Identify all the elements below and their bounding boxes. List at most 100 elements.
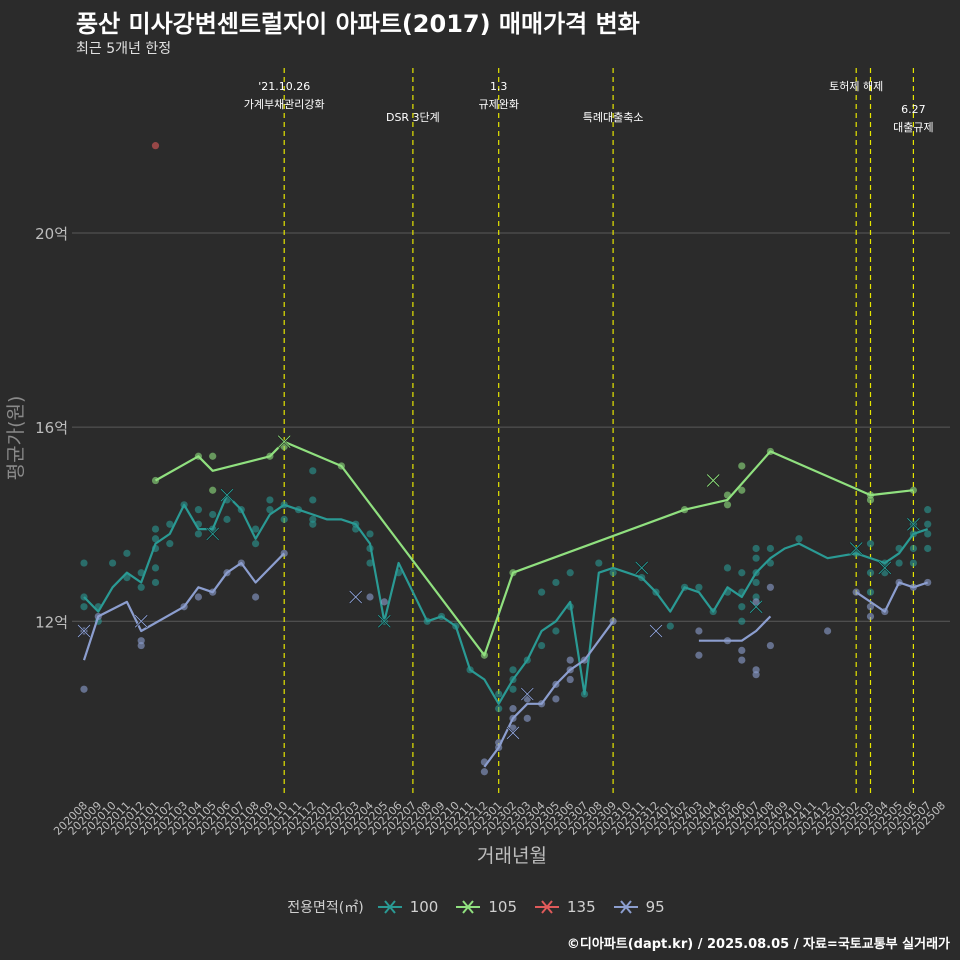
event-label: 토허제 해제 [829,79,883,93]
legend-item-135[interactable]: 135 [533,898,596,916]
legend-label-100: 100 [409,898,439,916]
series-95-point [738,646,746,655]
series-95-cross [506,726,520,740]
series-100-point [252,540,260,548]
series-95-cross [349,590,363,604]
series-100-point [752,578,760,587]
series-95-point [366,593,374,601]
series-95-point [866,612,875,621]
series-100-point [309,467,317,475]
series-100-point [924,520,932,528]
series-105-point [209,452,217,460]
series-100-point [137,583,145,591]
series-95-point [194,593,202,601]
series-95-point [566,675,574,684]
series-100-point [509,685,517,693]
series-100-cross [878,561,892,575]
series-100-point [366,559,374,567]
series-100-line [83,494,929,705]
chart-title: 풍산 미사강변센트럴자이 아파트(2017) 매매가격 변화 [76,10,640,38]
legend-item-105[interactable]: 105 [454,898,517,916]
series-100-cross [635,561,649,575]
series-105-line [154,440,914,657]
series-95-cross [649,624,663,638]
series-100-point [766,544,775,553]
legend-swatch-100-icon [377,900,402,914]
event-label: '21.10.26 [258,80,310,93]
series-95-point [523,714,531,722]
series-100-point [795,535,803,543]
series-100-point [266,496,274,504]
series-100-point [194,506,202,514]
legend-item-95[interactable]: 95 [612,898,665,916]
series-100-point [552,578,560,587]
series-100-point [595,559,603,567]
series-100-point [695,583,703,591]
series-layer [77,142,932,776]
series-100-point [752,544,760,553]
series-95-cross [520,687,534,701]
legend-label-95: 95 [645,898,665,916]
series-100-point [895,559,903,567]
series-105-cross [706,474,720,487]
y-axis-label: 평균가(원) [5,396,27,481]
series-100-point [738,603,746,611]
series-95-point [552,695,560,703]
series-100-point [738,569,746,577]
event-label: 1.3 [490,80,508,93]
series-95-cross [77,624,91,638]
series-95-line [82,552,285,661]
legend-item-100[interactable]: 100 [376,898,439,916]
series-105-point [209,486,217,494]
series-100-point [495,690,503,698]
series-95-line [855,581,929,613]
event-label: 대출규제 [893,121,933,134]
series-100-cross [749,600,763,614]
series-100-point [666,622,674,630]
series-100-point [909,559,918,567]
series-100-point [538,588,546,596]
series-100-point [166,540,174,548]
series-100-cross [849,542,863,555]
series-100-point [209,510,217,519]
legend-label-135: 135 [567,898,596,916]
series-95-point [824,627,832,635]
series-135-point [151,142,160,150]
series-95-point [566,656,574,664]
grid-lines [72,232,950,622]
series-95-point [766,641,775,650]
series-100-point [538,641,546,650]
event-label: 6.27 [901,103,926,116]
series-100-cross [206,527,220,541]
series-100-cross [907,517,920,531]
series-95-line [698,615,772,642]
series-100-point [80,559,88,567]
legend: 전용면적(㎡) 100 105 135 95 [0,894,960,920]
series-100-point [309,520,317,528]
chart-subtitle: 최근 5개년 한정 [76,41,172,57]
legend-swatch-95-icon [613,900,638,914]
series-100-point [752,554,760,562]
series-95-point [738,656,746,664]
series-95-point [509,705,517,713]
series-100-point [151,578,160,587]
series-100-point [309,496,317,504]
event-label: 가계부채관리강화 [244,98,325,111]
series-100-point [194,530,202,538]
event-label: 규제완화 [478,98,518,111]
legend-swatch-105-icon [456,900,481,914]
series-100-point [223,515,231,523]
series-95-point [752,598,760,606]
series-95-line [483,620,614,768]
legend-label-105: 105 [488,898,517,916]
series-100-point [924,506,932,514]
series-100-point [509,666,517,674]
series-100-point [924,544,932,553]
series-95-point [252,593,260,601]
series-100-point [366,530,374,538]
series-100-point [80,603,88,611]
series-100-point [924,530,932,538]
series-100-point [266,506,274,514]
event-label: 특례대출축소 [583,111,644,124]
